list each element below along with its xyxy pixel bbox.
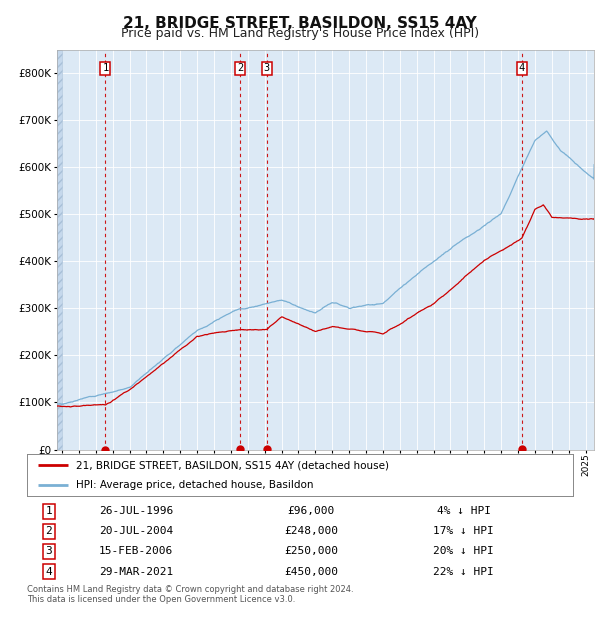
Text: This data is licensed under the Open Government Licence v3.0.: This data is licensed under the Open Gov… [27,595,295,604]
Text: £250,000: £250,000 [284,546,338,556]
Text: 3: 3 [263,63,270,73]
Text: 21, BRIDGE STREET, BASILDON, SS15 4AY: 21, BRIDGE STREET, BASILDON, SS15 4AY [123,16,477,30]
Text: Contains HM Land Registry data © Crown copyright and database right 2024.: Contains HM Land Registry data © Crown c… [27,585,353,595]
Text: 29-MAR-2021: 29-MAR-2021 [99,567,173,577]
Text: 4: 4 [46,567,52,577]
Text: 3: 3 [46,546,52,556]
Text: 20% ↓ HPI: 20% ↓ HPI [433,546,494,556]
Text: 2: 2 [237,63,244,73]
Text: 21, BRIDGE STREET, BASILDON, SS15 4AY (detached house): 21, BRIDGE STREET, BASILDON, SS15 4AY (d… [76,460,389,470]
Text: HPI: Average price, detached house, Basildon: HPI: Average price, detached house, Basi… [76,480,314,490]
Polygon shape [57,50,62,450]
Text: 15-FEB-2006: 15-FEB-2006 [99,546,173,556]
Text: 26-JUL-1996: 26-JUL-1996 [99,507,173,516]
Text: 2: 2 [46,526,52,536]
Text: 20-JUL-2004: 20-JUL-2004 [99,526,173,536]
Text: £450,000: £450,000 [284,567,338,577]
Text: 4: 4 [519,63,525,73]
Text: 4% ↓ HPI: 4% ↓ HPI [437,507,491,516]
Text: 1: 1 [46,507,52,516]
Text: 17% ↓ HPI: 17% ↓ HPI [433,526,494,536]
Text: £96,000: £96,000 [287,507,335,516]
Text: £248,000: £248,000 [284,526,338,536]
Text: 1: 1 [103,63,109,73]
Text: Price paid vs. HM Land Registry's House Price Index (HPI): Price paid vs. HM Land Registry's House … [121,27,479,40]
Text: 22% ↓ HPI: 22% ↓ HPI [433,567,494,577]
